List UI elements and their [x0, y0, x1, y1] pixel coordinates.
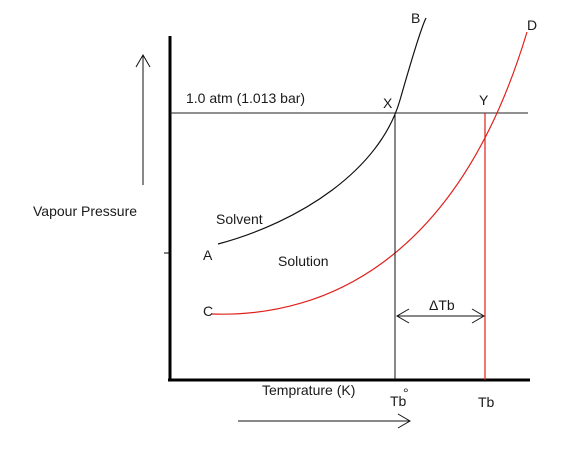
point-a: A: [203, 247, 213, 263]
delta-tb-arrowhead-right: [471, 308, 485, 324]
tb0-degree-mark: °: [403, 385, 409, 401]
point-x: X: [383, 95, 393, 111]
delta-tb-label: ΔTb: [429, 297, 455, 313]
point-y: Y: [479, 92, 489, 108]
delta-tb-arrowhead-left: [396, 308, 410, 324]
solvent-label: Solvent: [216, 211, 263, 227]
solution-curve: [211, 31, 528, 315]
solvent-curve: [217, 17, 427, 245]
y-axis-label: Vapour Pressure: [33, 203, 137, 219]
point-d: D: [527, 17, 537, 33]
pressure-line-label: 1.0 atm (1.013 bar): [186, 90, 305, 106]
tb-label: Tb: [478, 394, 495, 410]
point-b: B: [411, 10, 420, 26]
point-c: C: [203, 303, 213, 319]
x-axis-label: Temprature (K): [262, 382, 355, 398]
temperature-direction-arrowhead: [397, 413, 411, 429]
solution-label: Solution: [278, 253, 329, 269]
tb0-label: Tb: [390, 393, 407, 409]
pressure-direction-arrowhead: [135, 54, 151, 68]
